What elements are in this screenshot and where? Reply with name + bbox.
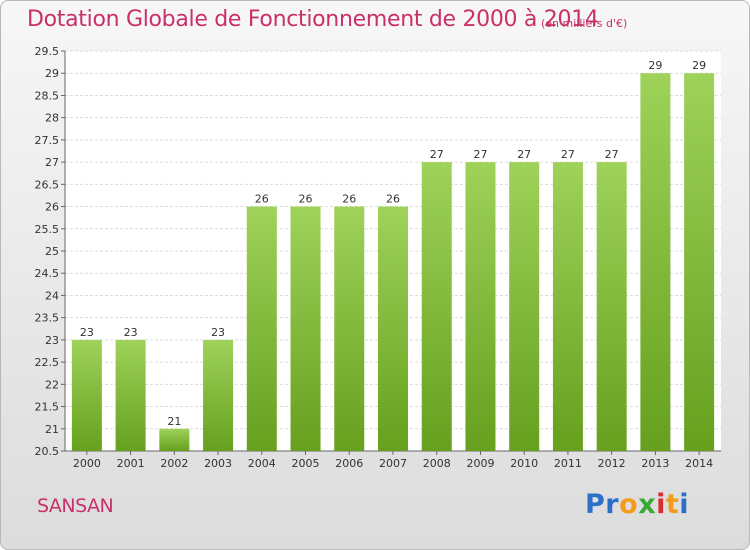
x-tick-label: 2009 — [466, 457, 494, 470]
y-tick-label: 28.5 — [35, 89, 60, 102]
x-tick-label: 2002 — [160, 457, 188, 470]
bar-2012 — [596, 162, 627, 451]
y-tick-label: 24 — [45, 289, 59, 302]
bar-value-label: 27 — [605, 148, 619, 161]
bar-value-label: 29 — [692, 59, 706, 72]
y-tick-label: 25 — [45, 245, 59, 258]
bar-value-label: 21 — [167, 415, 181, 428]
bar-value-label: 27 — [517, 148, 531, 161]
commune-name: SANSAN — [37, 495, 114, 517]
x-tick-label: 2014 — [685, 457, 713, 470]
y-tick-label: 29.5 — [35, 45, 60, 58]
bars — [71, 73, 715, 451]
y-tick-label: 23.5 — [35, 312, 60, 325]
bar-2014 — [684, 73, 715, 451]
logo-letter: t — [665, 489, 680, 520]
logo-letter: o — [619, 489, 639, 520]
bar-value-label: 23 — [80, 326, 94, 339]
y-tick-label: 21.5 — [35, 401, 60, 414]
x-tick-label: 2010 — [510, 457, 538, 470]
y-tick-label: 29 — [45, 67, 59, 80]
y-tick-label: 23 — [45, 334, 59, 347]
x-tick-label: 2003 — [204, 457, 232, 470]
logo-letter: P — [585, 489, 606, 520]
chart-title: Dotation Globale de Fonctionnement de 20… — [27, 7, 599, 32]
y-tick-label: 24.5 — [35, 267, 60, 280]
x-tick-label: 2001 — [117, 457, 145, 470]
bar-value-label: 27 — [473, 148, 487, 161]
bar-value-label: 26 — [342, 193, 356, 206]
bar-value-label: 26 — [255, 193, 269, 206]
chart-unit: (en milliers d'€) — [541, 17, 628, 30]
x-tick-label: 2012 — [598, 457, 626, 470]
bar-2011 — [552, 162, 583, 451]
logo-letter: r — [605, 489, 620, 520]
bar-2010 — [509, 162, 540, 451]
bar-2002 — [159, 428, 190, 451]
y-tick-label: 22.5 — [35, 356, 60, 369]
y-tick-label: 21 — [45, 423, 59, 436]
y-tick-label: 27.5 — [35, 134, 60, 147]
logo-letter: x — [638, 489, 657, 520]
bar-2006 — [334, 206, 365, 451]
x-tick-label: 2013 — [641, 457, 669, 470]
x-tick-label: 2004 — [248, 457, 276, 470]
logo-letter: i — [679, 489, 690, 520]
y-tick-label: 25.5 — [35, 223, 60, 236]
y-tick-label: 20.5 — [35, 445, 60, 458]
axes: 20.5 21 21.5 22 22.5 23 23.5 24 24.5 25 25.5 26 26.5… — [35, 45, 721, 470]
bar-value-label: 27 — [561, 148, 575, 161]
x-tick-label: 2000 — [73, 457, 101, 470]
bar-value-label: 23 — [211, 326, 225, 339]
bar-value-label: 26 — [386, 193, 400, 206]
bar-value-label: 26 — [299, 193, 313, 206]
bar-2000 — [71, 339, 102, 451]
x-tick-label: 2008 — [423, 457, 451, 470]
bar-2013 — [640, 73, 671, 451]
x-tick-label: 2006 — [335, 457, 363, 470]
y-tick-label: 28 — [45, 112, 59, 125]
x-tick-label: 2005 — [292, 457, 320, 470]
x-tick-label: 2007 — [379, 457, 407, 470]
bar-value-label: 27 — [430, 148, 444, 161]
x-tick-label: 2011 — [554, 457, 582, 470]
bar-value-label: 23 — [124, 326, 138, 339]
bar-value-label: 29 — [648, 59, 662, 72]
bar-2005 — [290, 206, 321, 451]
labels: 23 23 21 23 26 26 26 26 27 27 27 27 27 29 29 — [80, 59, 706, 428]
bar-2009 — [465, 162, 496, 451]
y-tick-label: 26 — [45, 201, 59, 214]
bar-2003 — [203, 339, 234, 451]
proxiti-logo: Proxiti — [585, 489, 689, 520]
y-tick-label: 22 — [45, 378, 59, 391]
bar-2008 — [421, 162, 452, 451]
logo-letter: i — [656, 489, 666, 520]
bar-2004 — [246, 206, 277, 451]
y-tick-label: 26.5 — [35, 178, 60, 191]
bar-2001 — [115, 339, 146, 451]
y-tick-label: 27 — [45, 156, 59, 169]
bar-2007 — [378, 206, 408, 451]
